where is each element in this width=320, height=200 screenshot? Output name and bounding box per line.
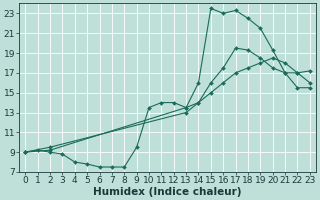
X-axis label: Humidex (Indice chaleur): Humidex (Indice chaleur) bbox=[93, 187, 242, 197]
